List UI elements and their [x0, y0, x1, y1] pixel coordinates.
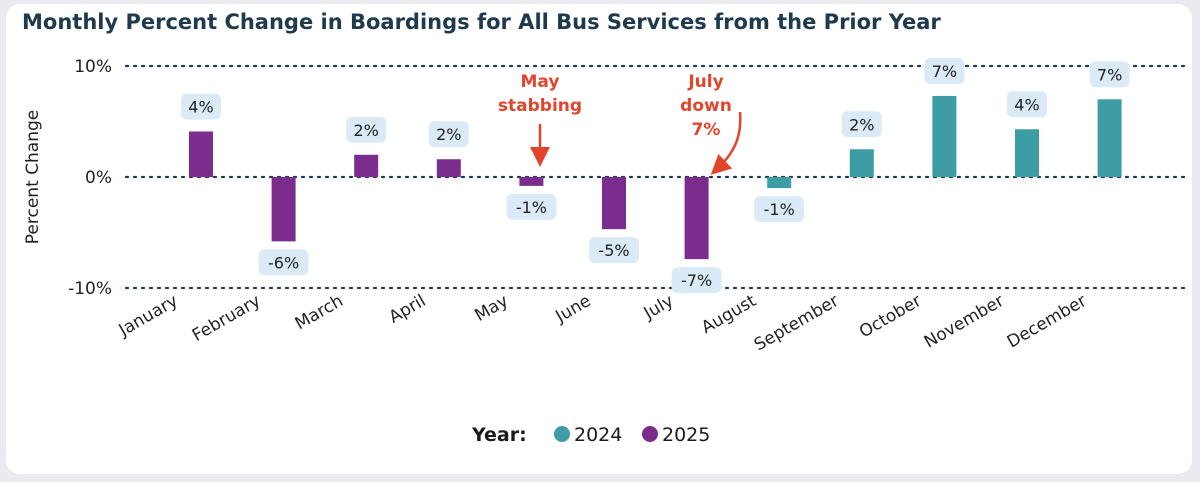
- data-label: 7%: [932, 62, 957, 81]
- bar: [271, 177, 296, 242]
- chart-title: Monthly Percent Change in Boardings for …: [22, 10, 941, 34]
- data-label-bg: [181, 93, 221, 120]
- legend-title: Year:: [471, 424, 527, 446]
- data-label-bg: [841, 111, 882, 138]
- bar: [849, 149, 874, 177]
- legend-swatch-2024: [554, 426, 570, 442]
- x-tick-label: July: [640, 291, 677, 324]
- annotation-line: 7%: [692, 120, 721, 140]
- data-label-bg: [671, 267, 722, 294]
- data-label: -7%: [681, 271, 712, 290]
- legend-swatch-2025: [642, 426, 658, 442]
- data-label-bg: [346, 116, 387, 143]
- x-tick-label: October: [856, 291, 925, 342]
- data-label: -1%: [516, 198, 547, 217]
- x-tick-label: May: [471, 291, 511, 326]
- data-label: -1%: [764, 200, 795, 219]
- data-label-bg: [1007, 91, 1047, 118]
- y-tick-label: 0%: [85, 168, 112, 188]
- data-label: 4%: [1014, 95, 1039, 114]
- data-label-bg: [506, 193, 557, 220]
- annotation-text: July down 7%: [680, 72, 732, 140]
- x-tick-label: March: [292, 291, 347, 334]
- x-tick-label: February: [189, 291, 264, 346]
- bar: [602, 177, 626, 230]
- july-annotation-arrow: [710, 111, 742, 175]
- data-label-bg: [258, 249, 309, 276]
- data-label: 2%: [436, 125, 461, 144]
- bar: [1015, 129, 1039, 177]
- x-tick-label: December: [1004, 291, 1090, 352]
- data-label: 2%: [849, 115, 874, 134]
- y-tick-label: -10%: [68, 279, 112, 299]
- data-label: 4%: [188, 97, 213, 116]
- data-label: 7%: [1097, 65, 1122, 84]
- data-label-bg: [754, 196, 805, 223]
- bar: [767, 177, 792, 189]
- annotation-text: May stabbing: [498, 72, 582, 116]
- legend-label-2025: 2025: [662, 424, 710, 446]
- y-tick-label: 10%: [74, 57, 112, 77]
- data-label-bg: [589, 237, 639, 264]
- data-label: -6%: [268, 253, 299, 272]
- bar: [684, 177, 709, 260]
- data-label-bg: [428, 121, 469, 148]
- annotation-line: down: [680, 96, 732, 116]
- legend-label-2024: 2024: [574, 424, 622, 446]
- bar: [932, 95, 957, 177]
- data-label-bg: [924, 57, 965, 84]
- data-label: -5%: [598, 241, 629, 260]
- bar: [354, 154, 379, 177]
- x-tick-label: September: [751, 291, 842, 355]
- annotation-line: stabbing: [498, 96, 582, 116]
- bar: [189, 131, 213, 177]
- bar: [519, 177, 544, 186]
- data-label-bg: [1089, 61, 1130, 88]
- x-tick-label: January: [115, 291, 182, 341]
- annotation-line: July: [687, 72, 723, 92]
- x-tick-label: August: [698, 291, 760, 338]
- bar: [1097, 99, 1122, 177]
- annotation-line: May: [521, 72, 560, 92]
- y-axis-title: Percent Change: [23, 110, 43, 244]
- bar: [436, 159, 461, 177]
- data-label: 2%: [354, 121, 379, 140]
- x-tick-label: November: [921, 291, 1008, 353]
- x-tick-label: June: [552, 291, 595, 327]
- x-tick-label: April: [386, 291, 430, 328]
